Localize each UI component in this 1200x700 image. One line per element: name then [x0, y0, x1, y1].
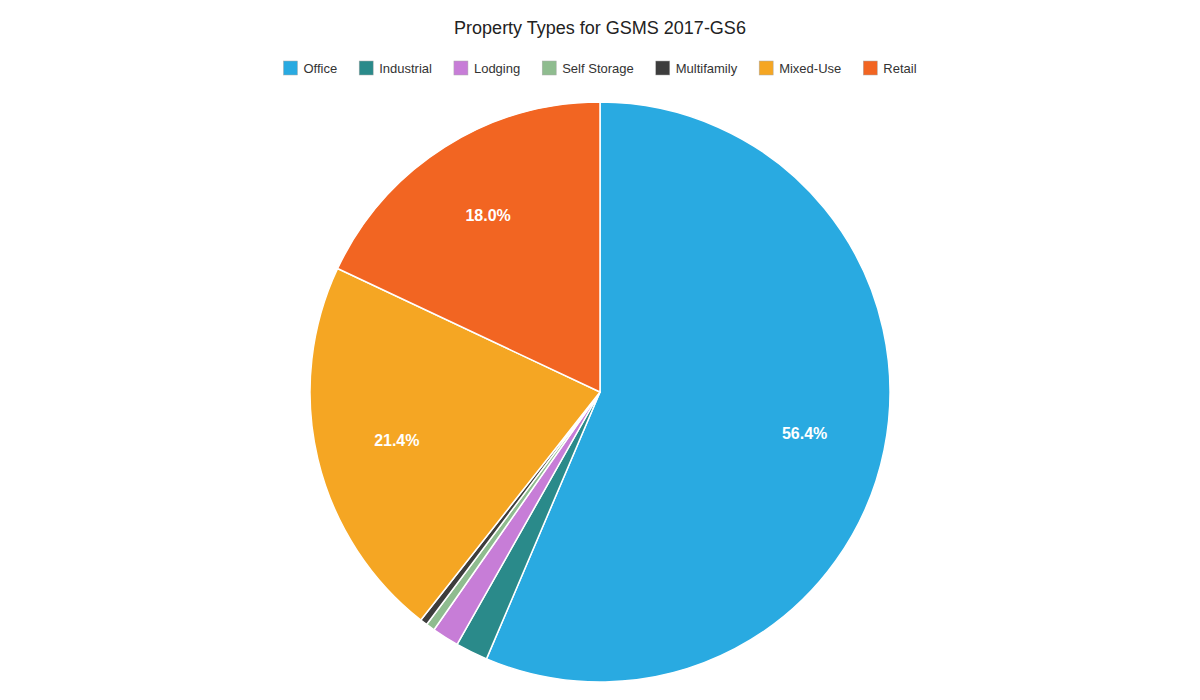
legend-label: Retail	[883, 61, 916, 76]
legend-label: Mixed-Use	[779, 61, 841, 76]
legend-label: Multifamily	[676, 61, 738, 76]
legend-swatch	[359, 61, 373, 75]
legend-item: Self Storage	[542, 61, 634, 76]
legend-item: Office	[283, 61, 337, 76]
legend-item: Mixed-Use	[759, 61, 841, 76]
legend-swatch	[656, 61, 670, 75]
legend-label: Industrial	[379, 61, 432, 76]
legend-swatch	[863, 61, 877, 75]
legend-swatch	[542, 61, 556, 75]
legend-swatch	[454, 61, 468, 75]
legend-label: Self Storage	[562, 61, 634, 76]
chart: Property Types for GSMS 2017-GS6 Office In…	[0, 0, 1200, 700]
legend-item: Retail	[863, 61, 916, 76]
pie	[310, 102, 890, 682]
legend-item: Lodging	[454, 61, 520, 76]
data-labels: 56.4% 21.4% 18.0%	[374, 207, 827, 448]
slice	[338, 102, 600, 392]
legend-label: Office	[303, 61, 337, 76]
legend: Office Industrial Lodging Self Storage Multi…	[283, 61, 916, 76]
legend-label: Lodging	[474, 61, 520, 76]
title: Property Types for GSMS 2017-GS6	[454, 18, 746, 38]
legend-item: Industrial	[359, 61, 432, 76]
data-label: 18.0%	[465, 207, 510, 224]
legend-swatch	[759, 61, 773, 75]
legend-item: Multifamily	[656, 61, 738, 76]
data-label: 21.4%	[374, 432, 419, 449]
data-label: 56.4%	[782, 425, 827, 442]
legend-swatch	[283, 61, 297, 75]
